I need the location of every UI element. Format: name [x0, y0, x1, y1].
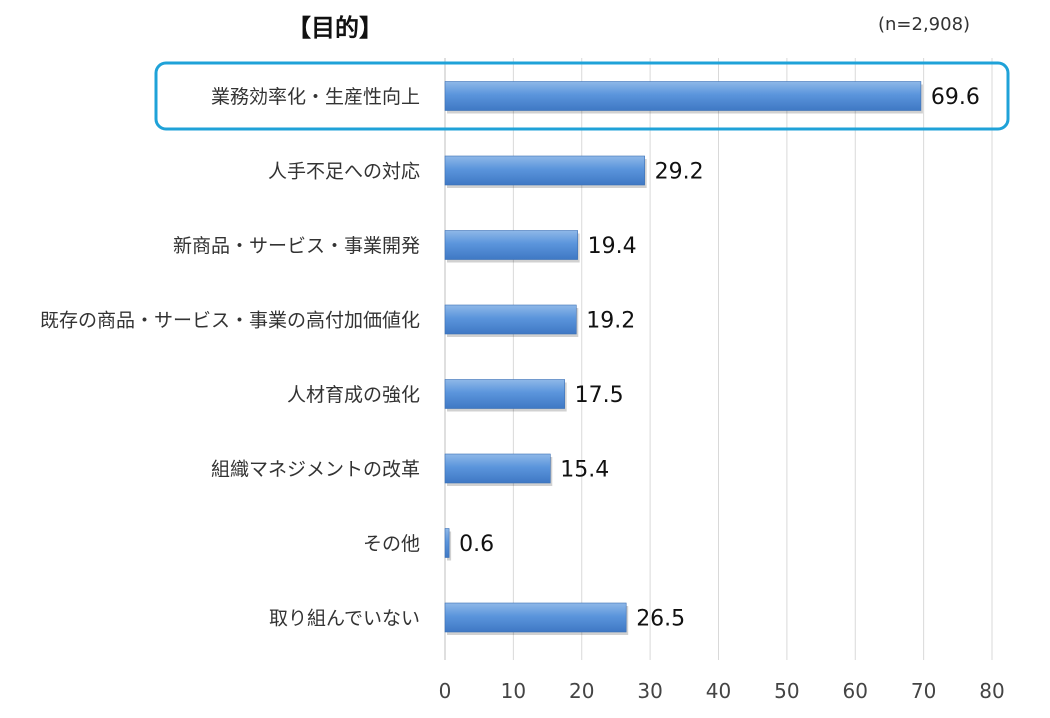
- category-label: 組織マネジメントの改革: [211, 459, 420, 481]
- bar: [444, 602, 627, 633]
- data-label: 19.2: [586, 309, 635, 334]
- x-tick-label: 20: [569, 679, 594, 703]
- category-label: 業務効率化・生産性向上: [211, 86, 420, 108]
- category-label: 人材育成の強化: [287, 384, 420, 406]
- x-tick-label: 50: [774, 679, 799, 703]
- category-label: 新商品・サービス・事業開発: [173, 235, 420, 257]
- category-label: 既存の商品・サービス・事業の高付加価値化: [40, 310, 420, 332]
- data-label: 17.5: [575, 383, 624, 408]
- bar: [444, 304, 577, 335]
- data-label: 69.6: [931, 85, 980, 110]
- x-tick-label: 0: [439, 679, 452, 703]
- data-label: 0.6: [459, 532, 494, 557]
- chart-title: 【目的】: [287, 14, 383, 42]
- data-label: 26.5: [636, 607, 685, 632]
- x-tick-label: 70: [911, 679, 936, 703]
- x-tick-label: 60: [843, 679, 868, 703]
- category-label: その他: [363, 533, 420, 555]
- bar: [444, 230, 578, 260]
- data-label: 15.4: [560, 458, 609, 483]
- bar: [444, 155, 645, 186]
- x-tick-label: 30: [637, 679, 662, 703]
- bar: [444, 528, 450, 558]
- x-tick-label: 40: [706, 679, 731, 703]
- category-label: 人手不足への対応: [268, 161, 420, 183]
- highlight-box: [154, 61, 1010, 131]
- bar: [444, 379, 565, 409]
- x-tick-label: 10: [501, 679, 526, 703]
- data-label: 19.4: [588, 234, 637, 259]
- sample-size-note: (n=2,908): [878, 14, 971, 35]
- x-tick-label: 80: [979, 679, 1004, 703]
- bar: [444, 453, 551, 484]
- bar: [444, 81, 922, 111]
- data-label: 29.2: [655, 160, 704, 185]
- category-label: 取り組んでいない: [269, 608, 420, 630]
